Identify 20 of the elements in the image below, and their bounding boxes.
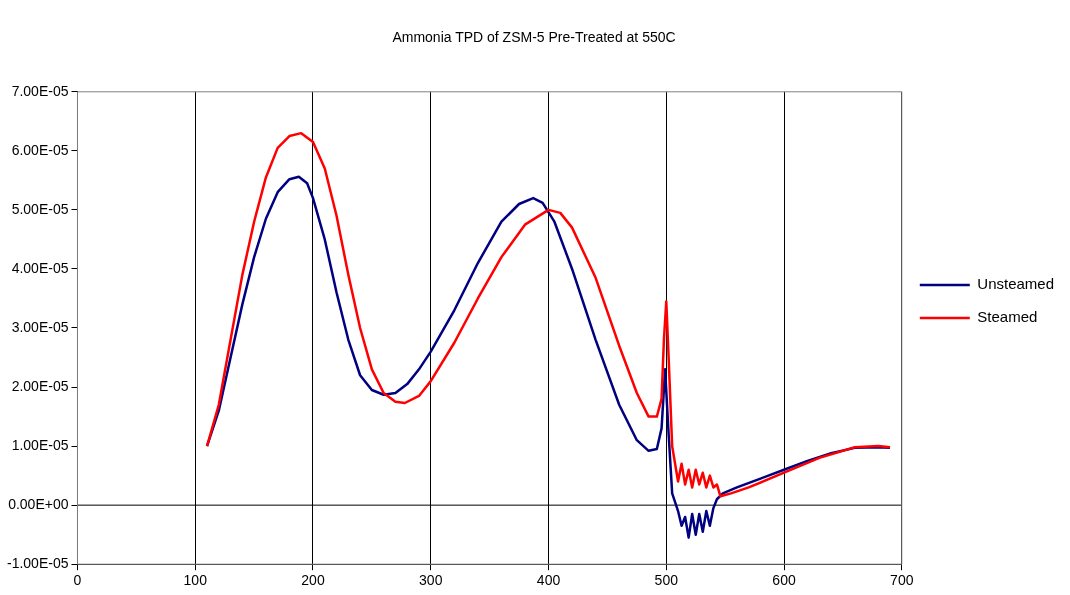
x-tick-label: 600 xyxy=(772,572,796,589)
x-tick-label: 300 xyxy=(419,572,443,589)
x-tick-label: 400 xyxy=(536,572,561,589)
x-tick-label: 200 xyxy=(301,572,325,589)
y-tick-label: 3.00E-05 xyxy=(11,318,69,335)
legend-label: Steamed xyxy=(977,308,1038,326)
y-tick-label: 6.00E-05 xyxy=(11,141,69,158)
x-tick-label: 500 xyxy=(654,572,679,589)
y-tick-label: 0.00E+00 xyxy=(8,496,69,513)
y-tick-label: 4.00E-05 xyxy=(11,259,69,276)
y-tick-label: 5.00E-05 xyxy=(11,200,69,217)
y-tick-label: 1.00E-05 xyxy=(11,436,69,453)
x-tick-label: 0 xyxy=(73,572,82,589)
y-tick-label: -1.00E-05 xyxy=(7,555,69,572)
legend-label: Unsteamed xyxy=(977,275,1055,293)
y-tick-label: 2.00E-05 xyxy=(11,377,69,394)
y-tick-label: 7.00E-05 xyxy=(11,82,69,99)
x-tick-label: 100 xyxy=(183,572,208,589)
x-tick-label: 700 xyxy=(890,572,914,589)
chart-title: Ammonia TPD of ZSM-5 Pre-Treated at 550C xyxy=(392,29,676,46)
